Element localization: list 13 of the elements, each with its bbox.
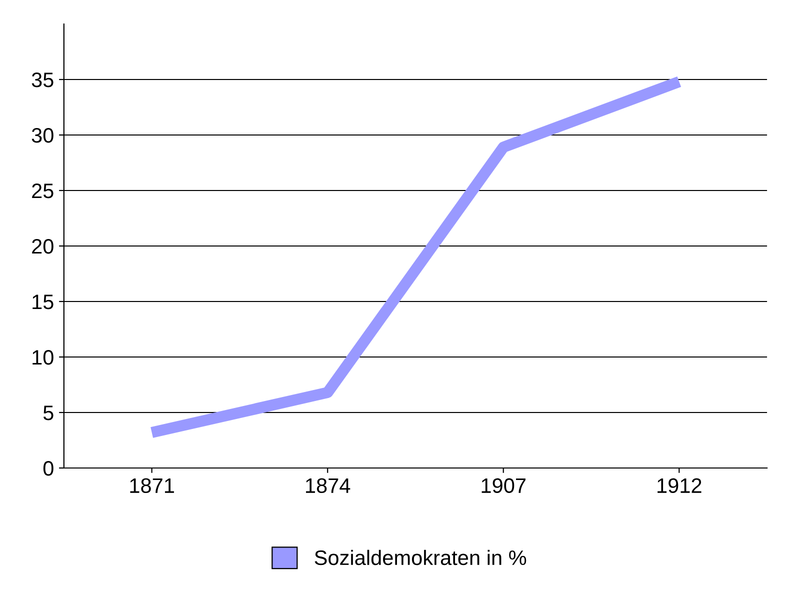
y-tick-label: 15	[32, 294, 54, 310]
x-tick-label: 1871	[130, 478, 174, 494]
y-tick-label: 5	[43, 406, 54, 420]
y-tick-label: 35	[32, 72, 54, 88]
y-tick-label: 10	[32, 350, 54, 365]
y-tick-label: 20	[32, 239, 54, 254]
legend-label: Sozialdemokraten in %	[314, 550, 526, 566]
y-tick-label: 30	[32, 128, 54, 143]
x-tick-label: 1874	[306, 478, 350, 494]
x-tick-label: 1907	[482, 478, 526, 494]
x-tick-label: 1912	[658, 478, 702, 494]
y-tick-label: 25	[32, 184, 54, 198]
y-tick-label: 0	[43, 461, 54, 476]
